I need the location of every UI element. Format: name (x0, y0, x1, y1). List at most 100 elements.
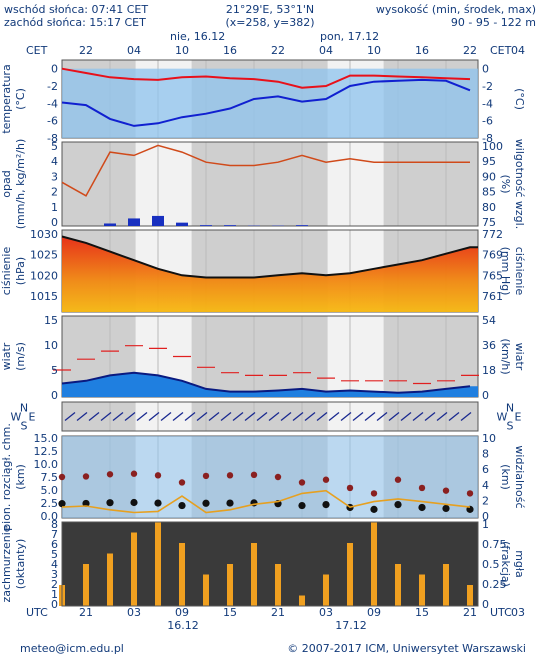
cloud-bar (395, 564, 401, 606)
cloud-depth-point (130, 470, 138, 477)
clouds-left-label: zachmurzenie (0, 525, 13, 602)
wind-direction-arrow (352, 411, 364, 422)
cloud-depth-point (58, 473, 66, 481)
humidity-tick-right: 75 (482, 216, 496, 229)
date-top-1: nie, 16.12 (170, 30, 225, 43)
visibility-km-tick-right: 0 (482, 510, 489, 523)
cloud-depth-point (442, 487, 450, 494)
top-hour-label: 04 (127, 44, 141, 57)
wind-direction-arrow (124, 411, 136, 422)
wind-direction-arrow (460, 411, 472, 422)
visibility-tick-left: 0.0 (41, 510, 59, 523)
cloud-bar (323, 574, 329, 606)
wind-kmh-right-unit: (km/h) (499, 338, 512, 374)
cloud-bar (107, 553, 113, 606)
precip-bar (152, 215, 164, 226)
humidity-tick-right: 100 (482, 140, 503, 153)
wind-left-label: wiatr (0, 342, 13, 370)
cloud-depth-point (226, 472, 234, 479)
wind-direction-arrow (76, 411, 88, 422)
precip-tick-left: 1 (51, 201, 58, 214)
clouds-background (62, 522, 478, 606)
date-top-2: pon, 17.12 (320, 30, 379, 43)
visibility-right-unit: (km) (499, 464, 512, 490)
visibility-km-tick-right: 10 (482, 432, 496, 445)
temperature-left-label: temperatura (0, 64, 13, 133)
cloud-base-point (178, 501, 186, 510)
wind-direction-arrow (268, 411, 280, 422)
direction-daylight-band (135, 402, 192, 431)
direction-n: N (20, 402, 28, 415)
clouds-tick-left: 2 (51, 578, 58, 591)
wind-direction-arrow (136, 411, 148, 422)
tz-bottom-right: UTC (490, 606, 512, 619)
sunrise-text: wschód słońca: 07:41 CET (4, 3, 148, 16)
visibility-km-tick-right: 2 (482, 494, 489, 507)
dewpoint-line (61, 78, 471, 127)
wind-left-unit: (m/s) (14, 342, 27, 371)
temperature-tick-right: -4 (482, 97, 493, 110)
fog-tick-right: 0.25 (482, 578, 507, 591)
cloud-depth-left-label: pion. rozciągł. chm. (0, 423, 13, 531)
wind-kmh-tick-right: 0 (482, 389, 489, 402)
bottom-hour-label: 09 (367, 606, 381, 619)
cloud-bar (251, 543, 257, 606)
footer-email[interactable]: meteo@icm.edu.pl (20, 642, 124, 655)
precip-daylight-band (327, 142, 384, 226)
pressure-left-unit: (hPa) (14, 257, 27, 285)
altitude-label: wysokość (min, środek, max) (376, 3, 536, 16)
cloud-base-point (106, 499, 114, 507)
wind-direction-arrow (100, 411, 112, 422)
direction-right-s: S (507, 420, 514, 433)
wind-direction-arrow (184, 411, 196, 422)
pressure-mmhg-right-label: ciśnienie (513, 247, 526, 296)
direction-e: E (29, 411, 36, 424)
bottom-hour-label: 21 (271, 606, 285, 619)
cloud-base-point (202, 499, 210, 507)
wind-direction-arrow (112, 411, 124, 422)
wind-direction-arrow (244, 411, 256, 422)
bottom-hour-label: 03 (511, 606, 525, 619)
temperature-tick-left: -2 (47, 80, 58, 93)
wind-direction-arrow (88, 411, 100, 422)
precip-frame (61, 141, 479, 227)
wind-direction-arrow (148, 411, 160, 422)
top-hour-label: 10 (175, 44, 189, 57)
clouds-tick-left: 0 (51, 598, 58, 611)
humidity-tick-right: 80 (482, 201, 496, 214)
cloud-base-point (322, 501, 330, 509)
clouds-left-unit: (oktanty) (14, 539, 27, 590)
bottom-hour-label: 21 (463, 606, 477, 619)
cloud-depth-point (250, 471, 258, 479)
precip-background (62, 142, 478, 226)
top-hour-label: 16 (415, 44, 429, 57)
bottom-hour-label: 15 (415, 606, 429, 619)
temperature-tick-left: -8 (47, 132, 58, 145)
direction-right-e: E (515, 411, 522, 424)
cloud-bar (179, 543, 185, 606)
clouds-tick-left: 7 (51, 528, 58, 541)
precip-daylight-band (135, 142, 192, 226)
cloud-depth-point (274, 473, 282, 481)
visibility-tick-left: 5.0 (41, 484, 59, 497)
wind-direction-arrow (340, 411, 352, 422)
precip-bar (176, 222, 188, 226)
clouds-tick-left: 4 (51, 558, 58, 571)
altitude-values: 90 - 95 - 122 m (451, 16, 536, 29)
top-hour-label: 22 (79, 44, 93, 57)
wind-daylight-band (327, 316, 384, 397)
temperature-tick-right: -8 (482, 132, 493, 145)
precip-bar (296, 225, 308, 226)
pressure-tick-left: 1015 (30, 290, 58, 303)
cloud-base-point (394, 501, 402, 509)
direction-frame (61, 401, 479, 432)
cloud-base-point (418, 503, 426, 512)
wind-direction-arrow (400, 411, 412, 422)
top-hour-label: 22 (271, 44, 285, 57)
humidity-right-label: wilgotność wzgl. (513, 139, 526, 229)
visibility-km-tick-right: 8 (482, 448, 489, 461)
cloud-depth-point (202, 472, 210, 480)
wind-direction-arrow (448, 411, 460, 422)
wind-tick-left: 15 (44, 314, 58, 327)
pressure-left-label: ciśnienie (0, 247, 13, 296)
